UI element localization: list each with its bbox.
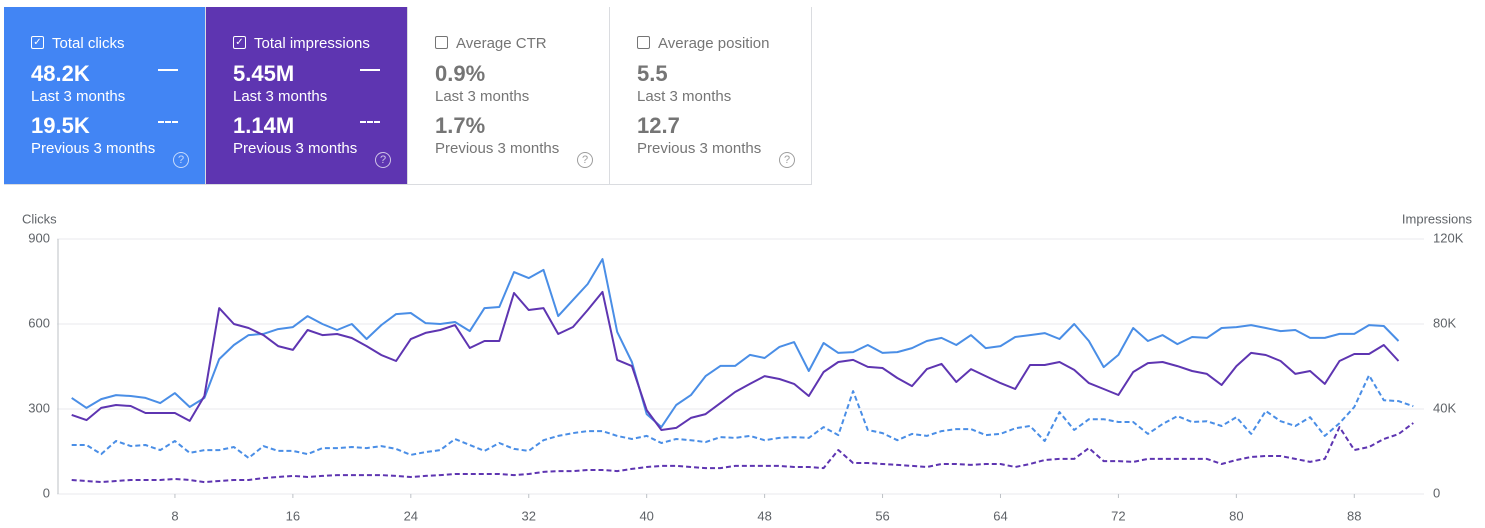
metric-card[interactable]: Average CTR 0.9% Last 3 months 1.7% Previous…: [408, 7, 610, 185]
solid-indicator: [158, 69, 178, 71]
card-label-text: Average CTR: [456, 35, 547, 52]
x-tick-label: 24: [404, 508, 418, 523]
y-axis-label: Clicks: [22, 211, 57, 226]
current-period-line: [71, 258, 1400, 429]
previous-period-line: [71, 374, 1414, 459]
y2-tick-label: 80K: [1433, 315, 1456, 330]
metric-cards: ✓ Total clicks 48.2K Last 3 months 19.5K Prev…: [4, 7, 812, 185]
card-prev-period: Previous 3 months: [233, 140, 358, 157]
card-value: 0.9%: [435, 61, 486, 86]
y2-tick-label: 0: [1433, 485, 1440, 500]
card-value: 5.45M: [233, 61, 295, 86]
card-prev-value: 19.5K: [31, 113, 90, 138]
x-tick-label: 72: [1111, 508, 1125, 523]
metric-card[interactable]: ✓ Total clicks 48.2K Last 3 months 19.5K Prev…: [4, 7, 206, 185]
checkbox[interactable]: ✓: [31, 36, 44, 49]
y-tick-label: 300: [28, 400, 50, 415]
card-label: Average CTR: [435, 35, 547, 52]
y-tick-label: 600: [28, 315, 50, 330]
card-prev-value: 1.14M: [233, 113, 295, 138]
metric-card[interactable]: ✓ Total impressions 5.45M Last 3 months 1.14…: [206, 7, 408, 185]
dashed-indicator: [158, 121, 178, 123]
card-value: 5.5: [637, 61, 668, 86]
y2-tick-label: 120K: [1433, 230, 1464, 245]
y-tick-label: 0: [43, 485, 50, 500]
previous-period-line: [71, 422, 1414, 484]
current-period-line: [71, 290, 1400, 431]
x-tick-label: 80: [1229, 508, 1243, 523]
checkbox[interactable]: [435, 36, 448, 49]
y2-axis-label: Impressions: [1402, 211, 1473, 226]
help-icon[interactable]: ?: [779, 152, 795, 168]
x-tick-label: 32: [522, 508, 536, 523]
card-period: Last 3 months: [233, 88, 328, 105]
x-tick-label: 56: [875, 508, 889, 523]
card-period: Last 3 months: [637, 88, 732, 105]
x-tick-label: 8: [171, 508, 178, 523]
card-prev-period: Previous 3 months: [31, 140, 156, 157]
card-prev-period: Previous 3 months: [435, 140, 560, 157]
y2-tick-label: 40K: [1433, 400, 1456, 415]
solid-indicator: [360, 69, 380, 71]
card-prev-value: 1.7%: [435, 113, 486, 138]
help-icon[interactable]: ?: [577, 152, 593, 168]
card-value: 48.2K: [31, 61, 90, 86]
checkbox[interactable]: ✓: [233, 36, 246, 49]
card-label: Average position: [637, 35, 769, 52]
x-tick-label: 48: [757, 508, 771, 523]
checkbox[interactable]: [637, 36, 650, 49]
card-label: Total clicks: [31, 35, 125, 52]
help-icon[interactable]: ?: [173, 152, 189, 168]
dashed-indicator: [360, 121, 380, 123]
card-period: Last 3 months: [31, 88, 126, 105]
card-prev-period: Previous 3 months: [637, 140, 762, 157]
x-tick-label: 64: [993, 508, 1007, 523]
help-icon[interactable]: ?: [375, 152, 391, 168]
y-tick-label: 900: [28, 230, 50, 245]
card-label-text: Total clicks: [52, 35, 125, 52]
x-tick-label: 40: [639, 508, 653, 523]
metric-card[interactable]: Average position 5.5 Last 3 months 12.7 Prev…: [610, 7, 812, 185]
card-label-text: Average position: [658, 35, 770, 52]
card-prev-value: 12.7: [637, 113, 680, 138]
card-period: Last 3 months: [435, 88, 530, 105]
card-label: Total impressions: [233, 35, 370, 52]
x-tick-label: 88: [1347, 508, 1361, 523]
card-label-text: Total impressions: [254, 35, 370, 52]
x-tick-label: 16: [286, 508, 300, 523]
